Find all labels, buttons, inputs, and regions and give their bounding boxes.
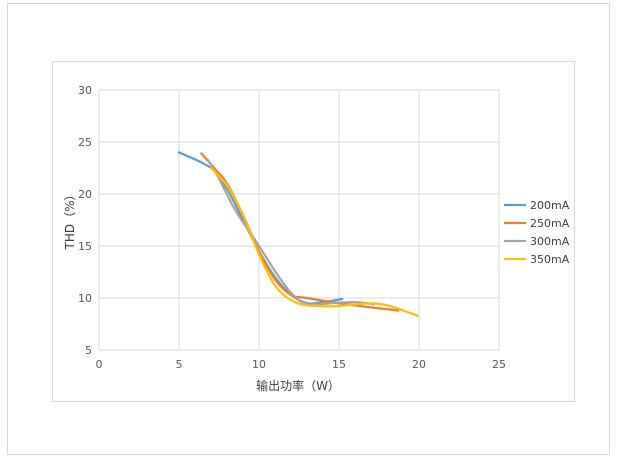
y-tick-label: 5	[85, 344, 92, 357]
x-tick-label: 25	[492, 358, 506, 371]
chart-area	[52, 61, 575, 402]
legend-label: 350mA	[530, 253, 570, 266]
x-tick-label: 20	[412, 358, 426, 371]
series-line-300mA	[206, 158, 376, 306]
legend-label: 300mA	[530, 235, 570, 248]
series-line-350mA	[209, 166, 419, 317]
grid-lines	[98, 89, 500, 351]
y-tick-label: 10	[78, 292, 92, 305]
series-line-200mA	[177, 151, 344, 305]
x-tick-labels: 0 5 10 15 20 25	[96, 358, 507, 371]
y-tick-label: 30	[78, 84, 92, 97]
x-tick-label: 15	[332, 358, 346, 371]
x-tick-label: 10	[252, 358, 266, 371]
x-axis-title: 输出功率（W）	[256, 378, 340, 393]
legend-label: 250mA	[530, 217, 570, 230]
y-tick-label: 20	[78, 188, 92, 201]
y-axis-title: THD（%）	[63, 189, 77, 251]
y-tick-labels: 5 10 15 20 25 30	[78, 84, 92, 357]
legend-label: 200mA	[530, 199, 570, 212]
y-tick-label: 15	[78, 240, 92, 253]
series-lines	[177, 151, 419, 317]
y-tick-label: 25	[78, 136, 92, 149]
series-line-250mA	[200, 152, 400, 312]
legend: 200mA 250mA 300mA 350mA	[504, 199, 570, 266]
x-tick-label: 0	[96, 358, 103, 371]
x-tick-label: 5	[176, 358, 183, 371]
